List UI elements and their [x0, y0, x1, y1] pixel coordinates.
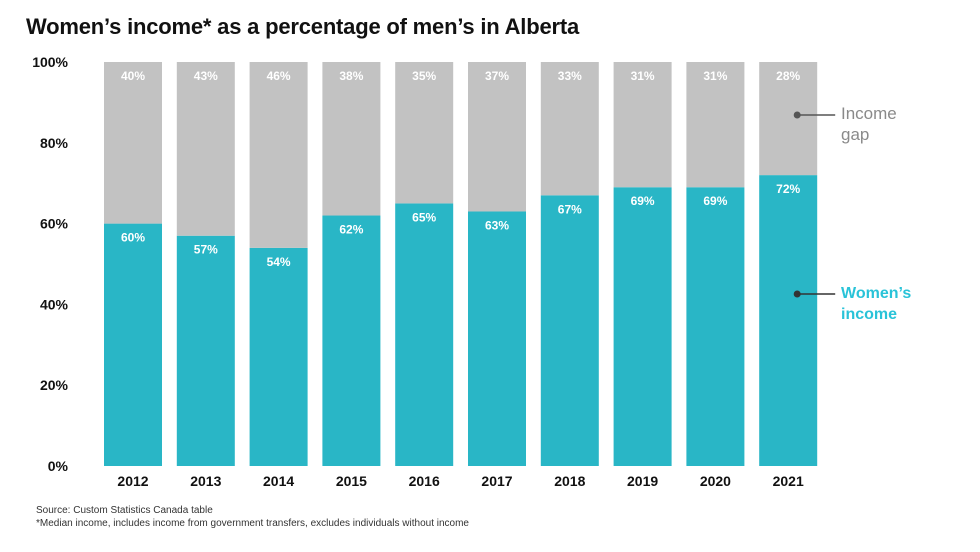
bar-label-women-income: 72%: [776, 182, 800, 196]
source-note: Source: Custom Statistics Canada table: [36, 505, 213, 516]
legend-women-income-label: Women’s: [841, 285, 911, 302]
chart-footer: Source: Custom Statistics Canada table *…: [36, 504, 469, 530]
bar-label-women-income: 62%: [339, 223, 363, 237]
bar-label-women-income: 67%: [558, 202, 582, 216]
bar-women-income: [759, 175, 818, 466]
bar-income-gap: [176, 62, 235, 236]
x-tick-label: 2020: [700, 473, 731, 489]
x-tick-label: 2017: [481, 473, 512, 489]
bar-women-income: [395, 203, 454, 466]
bar-label-income-gap: 33%: [558, 69, 582, 83]
bar-label-income-gap: 31%: [703, 69, 727, 83]
bar-label-income-gap: 43%: [194, 69, 218, 83]
y-tick-label: 0%: [48, 458, 69, 474]
bar-income-gap: [249, 62, 308, 248]
bar-label-women-income: 69%: [703, 194, 727, 208]
bar-income-gap: [759, 62, 818, 176]
bar-label-women-income: 65%: [412, 210, 436, 224]
bar-label-women-income: 69%: [631, 194, 655, 208]
bar-women-income: [322, 215, 381, 466]
bar-income-gap: [540, 62, 599, 196]
bar-label-income-gap: 46%: [267, 69, 291, 83]
x-tick-label: 2021: [773, 473, 804, 489]
bar-women-income: [613, 187, 672, 467]
bar-label-income-gap: 31%: [631, 69, 655, 83]
legend-income-gap-label: Income: [841, 104, 897, 123]
bar-women-income: [468, 211, 526, 466]
bar-label-income-gap: 38%: [339, 69, 363, 83]
bar-label-income-gap: 35%: [412, 69, 436, 83]
x-tick-label: 2013: [190, 473, 221, 489]
y-tick-label: 60%: [40, 216, 69, 232]
bar-women-income: [104, 223, 162, 466]
legend-income-gap-label: gap: [841, 125, 869, 144]
x-tick-label: 2018: [554, 473, 585, 489]
bar-label-income-gap: 37%: [485, 69, 509, 83]
bar-income-gap: [613, 62, 672, 188]
y-tick-label: 20%: [40, 377, 69, 393]
bar-women-income: [176, 235, 235, 466]
bar-women-income: [686, 187, 745, 467]
x-tick-label: 2016: [409, 473, 440, 489]
bar-label-women-income: 60%: [121, 231, 145, 245]
legend-women-income-label: income: [841, 306, 897, 323]
bar-women-income: [249, 247, 308, 466]
x-tick-label: 2015: [336, 473, 367, 489]
bar-income-gap: [395, 62, 454, 204]
bar-income-gap: [468, 62, 526, 212]
y-tick-label: 100%: [32, 54, 68, 70]
bar-label-women-income: 57%: [194, 243, 218, 257]
footnote: *Median income, includes income from gov…: [36, 518, 469, 529]
x-tick-label: 2019: [627, 473, 658, 489]
bar-women-income: [540, 195, 599, 466]
bar-label-income-gap: 28%: [776, 69, 800, 83]
bar-label-income-gap: 40%: [121, 69, 145, 83]
bar-label-women-income: 63%: [485, 218, 509, 232]
y-tick-label: 40%: [40, 296, 69, 312]
y-tick-label: 80%: [40, 135, 69, 151]
bar-income-gap: [104, 62, 162, 224]
bar-income-gap: [322, 62, 381, 216]
x-tick-label: 2012: [117, 473, 148, 489]
chart-title: Women’s income* as a percentage of men’s…: [26, 14, 580, 39]
bar-income-gap: [686, 62, 745, 188]
bar-label-women-income: 54%: [267, 255, 291, 269]
x-tick-label: 2014: [263, 473, 294, 489]
